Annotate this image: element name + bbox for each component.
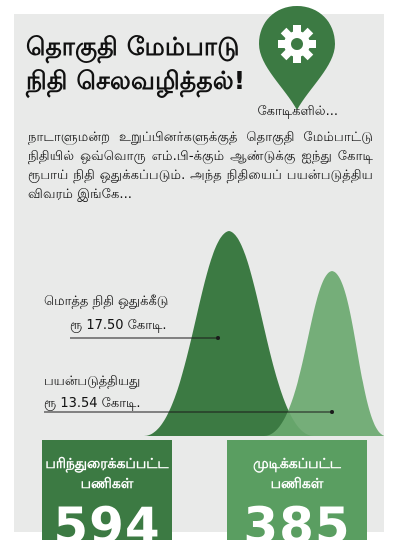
spent-curve bbox=[264, 271, 384, 436]
spent-value: ரூ 13.54 கோடி. bbox=[44, 396, 141, 411]
page-title: தொகுதி மேம்பாடு நிதி செலவழித்தல்! bbox=[26, 30, 245, 98]
title-line-2: நிதி செலவழித்தல்! bbox=[26, 66, 246, 95]
unit-note: கோடிகளில்... bbox=[257, 104, 338, 119]
intro-paragraph: நாடாளுமன்ற உறுப்பினர்களுக்குத் தொகுதி மே… bbox=[28, 130, 373, 202]
location-pin-icon bbox=[259, 6, 335, 110]
completed-works-box: முடிக்கப்பட்ட பணிகள் 385 bbox=[227, 440, 367, 549]
title-line-1: தொகுதி மேம்பாடு bbox=[26, 32, 240, 61]
recommended-works-box: பரிந்துரைக்கப்பட்ட பணிகள் 594 bbox=[42, 440, 172, 549]
allocation-curve bbox=[144, 231, 314, 436]
gear-icon bbox=[278, 25, 316, 63]
spent-label: பயன்படுத்தியது bbox=[44, 374, 141, 389]
allocation-leader-dot bbox=[216, 336, 220, 340]
allocation-label: மொத்த நிதி ஒதுக்கீடு bbox=[44, 294, 169, 309]
allocation-value: ரூ 17.50 கோடி. bbox=[70, 318, 167, 333]
spent-leader-dot bbox=[330, 410, 334, 414]
completed-works-label: முடிக்கப்பட்ட பணிகள் bbox=[253, 456, 341, 492]
recommended-works-label: பரிந்துரைக்கப்பட்ட பணிகள் bbox=[45, 456, 169, 492]
recommended-works-count: 594 bbox=[53, 497, 161, 549]
completed-works-count: 385 bbox=[243, 497, 351, 549]
fund-comparison-curves bbox=[44, 231, 384, 436]
